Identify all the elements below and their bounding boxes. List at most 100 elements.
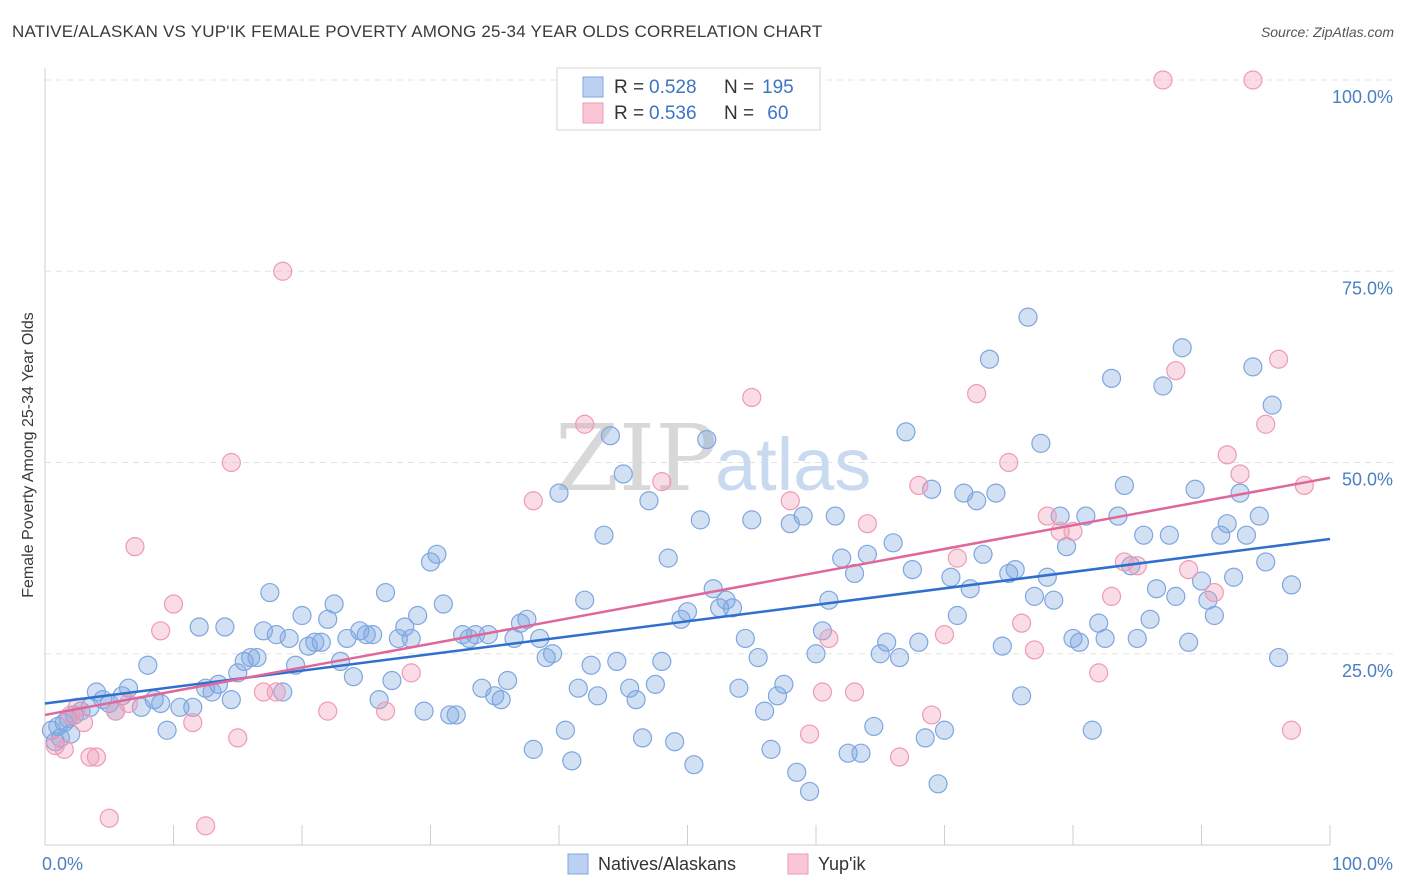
yupik-point-38 [967, 384, 987, 404]
natives-point-148 [992, 636, 1012, 656]
natives-point-100 [684, 755, 704, 775]
yupik-point-35 [922, 705, 942, 725]
natives-point-176 [1172, 338, 1192, 358]
natives-point-27 [215, 617, 235, 637]
natives-point-96 [658, 548, 678, 568]
natives-point-172 [1146, 579, 1167, 599]
natives-point-151 [1011, 686, 1032, 706]
yupik-point-22 [401, 663, 421, 683]
natives-point-190 [1262, 395, 1282, 415]
chart-title: NATIVE/ALASKAN VS YUP'IK FEMALE POVERTY … [12, 22, 823, 41]
natives-point-35 [266, 625, 286, 645]
natives-point-192 [1281, 575, 1302, 595]
natives-point-170 [1134, 525, 1154, 545]
natives-point-183 [1217, 514, 1237, 534]
natives-point-71 [498, 670, 518, 691]
natives-point-174 [1159, 525, 1179, 545]
legend-top: R = 0.528 N = 195 R = 0.536 N = 60 [556, 67, 821, 131]
natives-point-82 [568, 678, 588, 698]
natives-point-152 [1018, 307, 1038, 327]
natives-point-122 [825, 506, 845, 526]
source-label: Source: ZipAtlas.com [1260, 24, 1394, 40]
natives-point-169 [1127, 628, 1147, 649]
yupik-point-57 [1268, 349, 1289, 369]
natives-point-32 [247, 647, 267, 668]
natives-point-140 [941, 567, 961, 587]
yupik-point-16 [228, 728, 248, 748]
natives-point-59 [420, 552, 441, 572]
natives-point-127 [857, 544, 878, 564]
legend-bottom-label-natives: Natives/Alaskans [598, 854, 736, 874]
yupik-point-49 [1153, 70, 1173, 90]
natives-point-175 [1166, 586, 1186, 606]
legend-bottom-swatch-yupik [787, 853, 809, 875]
natives-point-60 [427, 544, 447, 564]
legend-r-label-yupik: R = [614, 103, 644, 124]
natives-point-84 [581, 655, 601, 675]
natives-point-160 [1069, 632, 1090, 652]
yupik-point-42 [1037, 506, 1057, 526]
natives-point-31 [241, 647, 261, 668]
natives-point-129 [870, 644, 890, 664]
natives-point-137 [922, 479, 942, 499]
natives-point-4 [54, 712, 74, 733]
natives-point-47 [343, 667, 363, 687]
y-tick-label-3: 100.0% [1332, 87, 1393, 107]
natives-point-58 [414, 701, 434, 721]
yupik-point-18 [266, 682, 286, 702]
natives-point-187 [1243, 357, 1263, 377]
yupik-point-13 [183, 712, 203, 733]
natives-point-132 [889, 647, 910, 668]
natives-point-102 [697, 429, 717, 450]
natives-point-57 [408, 605, 428, 626]
yupik-point-4 [73, 712, 94, 733]
natives-point-80 [555, 720, 576, 740]
yupik-point-7 [99, 808, 119, 828]
watermark-zip: ZIP [555, 405, 717, 512]
natives-point-113 [767, 686, 788, 706]
natives-point-156 [1044, 590, 1064, 610]
natives-point-165 [1101, 368, 1122, 388]
yupik-point-31 [844, 682, 865, 702]
legend-r-label-natives: R = [614, 77, 644, 98]
axes [44, 68, 1331, 846]
natives-point-19 [151, 693, 171, 714]
yupik-point-23 [523, 491, 543, 511]
yupik-point-29 [812, 682, 833, 702]
yupik-point-41 [1024, 640, 1045, 660]
yupik-point-39 [999, 452, 1019, 473]
natives-point-150 [1005, 559, 1025, 580]
natives-point-188 [1249, 506, 1269, 526]
natives-point-119 [806, 644, 826, 664]
yupik-point-20 [318, 701, 338, 721]
natives-point-135 [909, 632, 929, 652]
yupik-trendline [44, 476, 1331, 717]
yupik-point-37 [947, 548, 967, 568]
natives-point-33 [253, 621, 274, 641]
natives-point-74 [517, 609, 537, 629]
natives-point-36 [273, 682, 293, 702]
natives-point-126 [851, 743, 871, 763]
legend-n-value-yupik: 60 [762, 103, 788, 124]
legend-bottom-label-yupik: Yup'ik [818, 854, 866, 874]
yupik-point-55 [1243, 70, 1263, 90]
natives-point-95 [652, 651, 672, 672]
natives-point-63 [446, 705, 466, 725]
natives-point-86 [594, 525, 614, 545]
natives-point-136 [915, 728, 935, 748]
natives-point-92 [632, 728, 653, 748]
natives-point-107 [729, 678, 749, 698]
natives-point-186 [1236, 525, 1257, 545]
natives-point-79 [549, 483, 569, 503]
legend-n-value-natives: 195 [762, 77, 794, 98]
natives-point-99 [677, 602, 698, 622]
natives-point-173 [1153, 376, 1173, 396]
natives-point-141 [947, 605, 967, 626]
natives-point-55 [395, 617, 415, 637]
yupik-point-25 [652, 472, 672, 492]
gridlines [45, 79, 1395, 655]
yupik-point-15 [221, 452, 241, 473]
natives-point-23 [189, 617, 209, 637]
yupik-point-1 [54, 739, 74, 759]
yupik-point-33 [889, 747, 910, 767]
